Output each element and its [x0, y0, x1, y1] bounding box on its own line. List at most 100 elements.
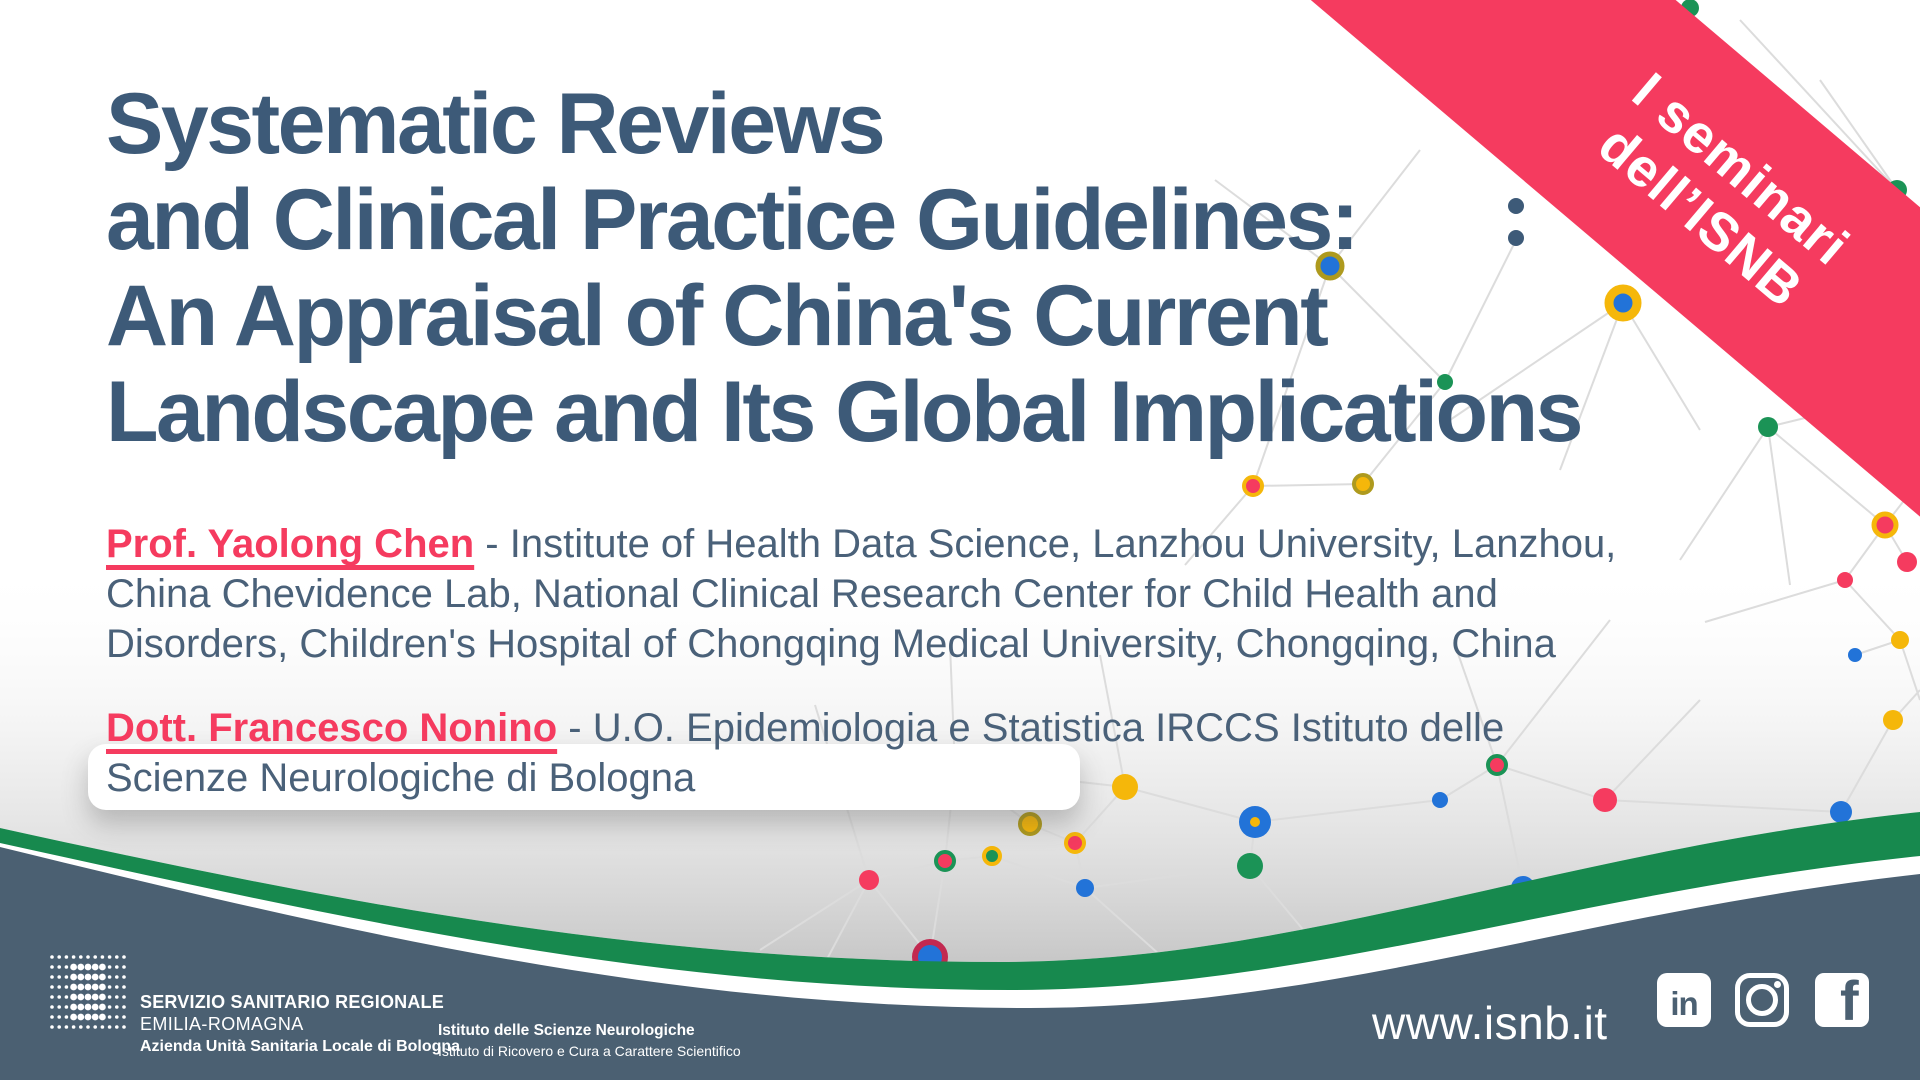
network-edge	[1496, 764, 1524, 889]
logo-dot	[115, 1005, 119, 1009]
network-node	[1871, 511, 1899, 539]
network-node	[1508, 230, 1524, 246]
logo-dot	[86, 1025, 90, 1029]
network-node	[1112, 774, 1138, 800]
logo-dot	[107, 995, 112, 999]
logo-dot	[70, 963, 77, 971]
logo-dot	[122, 965, 126, 969]
logo-dot	[64, 965, 69, 969]
network-edge	[1124, 786, 1256, 823]
network-edge	[1184, 485, 1254, 566]
network-node	[1891, 631, 1909, 649]
logo-dot	[91, 963, 99, 971]
logo-dot	[50, 985, 54, 989]
logo-dot	[100, 1025, 105, 1029]
logo-dot	[84, 1013, 92, 1021]
logo-dot	[50, 965, 54, 969]
logo-dot	[50, 1015, 54, 1019]
logo-dot	[100, 955, 105, 959]
footer-istituto-line2: Istituto di Ricovero e Cura a Carattere …	[438, 1043, 741, 1059]
network-edge	[1559, 302, 1624, 471]
logo-dot	[115, 985, 119, 989]
network-edge	[1329, 265, 1446, 383]
logo-dot	[77, 963, 85, 971]
network-edge	[1329, 149, 1421, 267]
logo-dot	[84, 983, 92, 991]
network-node	[1432, 792, 1448, 808]
logo-dot	[50, 1005, 54, 1009]
instagram-flash-dot	[1774, 981, 1781, 988]
logo-dot	[122, 1015, 126, 1019]
title-line-4: Landscape and Its Global Implications	[106, 364, 1583, 460]
linkedin-glyph: in	[1670, 985, 1698, 1022]
logo-dot	[122, 985, 126, 989]
logo-dot	[50, 995, 54, 999]
logo-dot	[93, 1025, 97, 1029]
logo-dot	[57, 965, 61, 969]
speaker1-affiliation-part1: - Institute of Health Data Science, Lanz…	[474, 522, 1617, 566]
logo-dot	[122, 1025, 126, 1029]
logo-dot	[70, 1013, 77, 1021]
network-edge	[1496, 619, 1611, 766]
network-edge	[1214, 179, 1331, 267]
logo-dot	[64, 975, 69, 979]
logo-dot	[115, 1015, 119, 1019]
network-edge	[1899, 639, 1920, 701]
logo-dot	[64, 955, 69, 959]
network-edge	[1622, 302, 1701, 431]
network-edge	[1496, 764, 1606, 801]
logo-dot	[91, 983, 99, 991]
footer-wave-slate	[0, 847, 1920, 1080]
network-edge	[1844, 579, 1901, 641]
facebook-glyph: f	[1840, 973, 1859, 1027]
network-node	[982, 846, 1002, 866]
logo-dot	[77, 1003, 85, 1011]
logo-dot	[91, 993, 99, 1001]
logo-dot	[70, 983, 77, 991]
logo-dot	[64, 1015, 69, 1019]
facebook-icon[interactable]: f	[1815, 973, 1869, 1027]
network-node	[1486, 754, 1508, 776]
network-node	[1018, 812, 1042, 836]
logo-dot	[93, 955, 97, 959]
network-node	[859, 870, 879, 890]
instagram-icon[interactable]	[1735, 973, 1789, 1027]
network-edge	[1767, 426, 1886, 526]
logo-dot	[107, 975, 112, 979]
logo-dot	[57, 1015, 61, 1019]
logo-dot	[122, 955, 126, 959]
linkedin-icon[interactable]: in	[1657, 973, 1711, 1027]
network-edge	[1454, 644, 1498, 766]
logo-dot	[77, 973, 85, 981]
logo-dot	[107, 965, 112, 969]
network-edge	[1449, 302, 1624, 421]
logo-dot	[50, 955, 54, 959]
network-edge	[991, 855, 1086, 889]
logo-dot	[57, 955, 61, 959]
network-edge	[1252, 265, 1331, 487]
logo-dot	[107, 1015, 112, 1019]
logo-dot	[64, 985, 69, 989]
network-edge	[1252, 483, 1364, 487]
page-title: Systematic Reviews and Clinical Practice…	[106, 76, 1583, 460]
network-node	[1437, 374, 1453, 390]
speaker2-block: Dott. Francesco Nonino - U.O. Epidemiolo…	[106, 703, 1504, 803]
website-url[interactable]: www.isnb.it	[1372, 997, 1608, 1049]
logo-dot	[115, 955, 119, 959]
logo-dot	[79, 1025, 83, 1029]
speaker2-card-background	[88, 744, 1080, 810]
network-edge	[1604, 699, 1701, 801]
logo-dot	[115, 965, 119, 969]
network-edge	[1840, 719, 1894, 813]
instagram-lens	[1746, 984, 1778, 1016]
logo-dot	[50, 975, 54, 979]
title-line-3: An Appraisal of China's Current	[106, 268, 1329, 364]
logo-dot	[122, 975, 126, 979]
logo-dot	[86, 955, 90, 959]
footer-ssr-line2: EMILIA-ROMAGNA	[140, 1014, 304, 1034]
network-edge	[1362, 381, 1446, 485]
logo-dot	[77, 983, 85, 991]
logo-dot	[77, 993, 85, 1001]
